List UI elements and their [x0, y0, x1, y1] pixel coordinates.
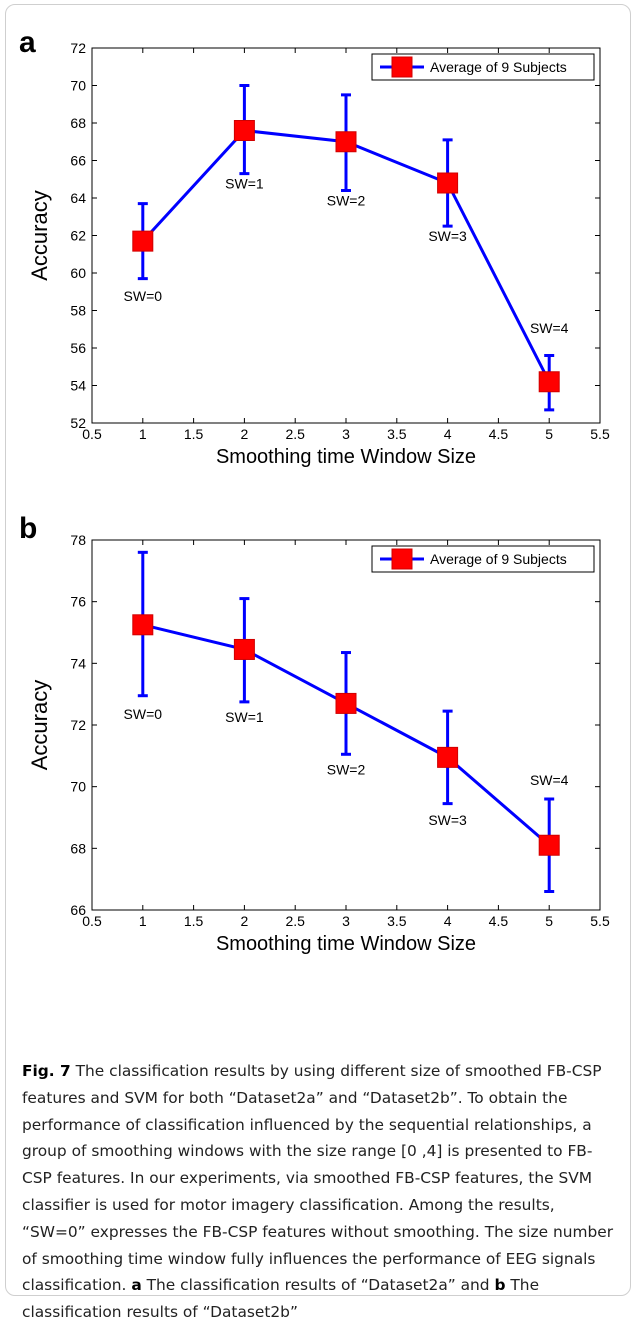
chart-b-ytick-label: 66 — [70, 902, 86, 918]
caption-text-1: The classification results by using diff… — [22, 1062, 614, 1295]
chart-b-xtick-label: 5 — [545, 913, 553, 929]
chart-a-ytick-label: 56 — [70, 340, 86, 356]
chart-b-data-point — [132, 614, 154, 636]
chart-b-xtick-label: 3.5 — [387, 913, 407, 929]
chart-b-point-label: SW=4 — [530, 772, 569, 788]
chart-a-xtick-label: 3 — [342, 426, 350, 442]
chart-a-ytick-label: 64 — [70, 190, 86, 206]
chart-a-point-label: SW=0 — [124, 288, 163, 304]
chart-a-xtick-label: 2.5 — [285, 426, 305, 442]
chart-b-xtick-label: 0.5 — [82, 913, 102, 929]
chart-b-xtick-label: 1.5 — [184, 913, 204, 929]
chart-a-data-point — [437, 172, 459, 194]
chart-a-ytick-label: 72 — [70, 40, 86, 56]
chart-a-data-point — [538, 371, 560, 393]
chart-a-ytick-label: 70 — [70, 78, 86, 94]
chart-a-legend-label: Average of 9 Subjects — [430, 59, 567, 75]
chart-a-ytick-label: 62 — [70, 228, 86, 244]
figure-frame — [5, 4, 631, 1296]
chart-a-ytick-label: 58 — [70, 303, 86, 319]
chart-b-data-point — [437, 746, 459, 768]
chart-b-legend-marker — [391, 548, 413, 570]
chart-a-xtick-label: 1.5 — [184, 426, 204, 442]
chart-b: 0.5 1 1.5 2 2.5 3 3.5 4 4.5 5 5.5 66 68 70 72 74 76 78 Smo… — [27, 532, 610, 955]
chart-a-yaxis-title: Accuracy — [27, 190, 52, 280]
chart-a-ytick-label: 66 — [70, 153, 86, 169]
chart-b-xtick-label: 4.5 — [489, 913, 509, 929]
chart-b-data-point — [538, 834, 560, 856]
chart-a-xtick-label: 0.5 — [82, 426, 102, 442]
chart-a-xtick-label: 1 — [139, 426, 147, 442]
chart-a-xtick-label: 5.5 — [590, 426, 610, 442]
chart-b-ytick-label: 72 — [70, 717, 86, 733]
chart-b-xtick-label: 1 — [139, 913, 147, 929]
caption-fig-label: Fig. 7 — [22, 1062, 71, 1080]
chart-b-xaxis-title: Smoothing time Window Size — [216, 933, 476, 955]
chart-b-data-point — [233, 638, 255, 660]
chart-b-point-label: SW=2 — [327, 761, 366, 777]
chart-a-data-point — [335, 131, 357, 153]
chart-b-yaxis-title: Accuracy — [27, 680, 52, 770]
chart-a-point-label: SW=3 — [428, 228, 467, 244]
chart-a-legend-marker — [391, 56, 413, 78]
chart-a-xtick-label: 2 — [241, 426, 249, 442]
panel-letter-a: a — [19, 26, 36, 59]
chart-b-legend-label: Average of 9 Subjects — [430, 551, 567, 567]
chart-a-ytick-label: 54 — [70, 378, 86, 394]
chart-a-data-point — [132, 230, 154, 252]
chart-b-xtick-label: 2.5 — [285, 913, 305, 929]
chart-b-xtick-label: 3 — [342, 913, 350, 929]
chart-b-ytick-label: 70 — [70, 779, 86, 795]
chart-b-point-label: SW=3 — [428, 812, 467, 828]
chart-a-data-point — [233, 120, 255, 141]
chart-b-point-label: SW=0 — [124, 706, 163, 722]
chart-b-point-label: SW=1 — [225, 709, 264, 725]
caption-label-b: b — [494, 1276, 506, 1295]
chart-a-xtick-label: 4.5 — [489, 426, 509, 442]
chart-a-xtick-label: 5 — [545, 426, 553, 442]
chart-a: 0.5 1 1.5 2 2.5 3 3.5 4 4.5 5 5.5 52 54 56 58 60 62 64 66 6… — [27, 40, 610, 468]
chart-a-point-label: SW=4 — [530, 320, 569, 336]
chart-b-ytick-label: 78 — [70, 532, 86, 548]
chart-b-xtick-label: 4 — [444, 913, 452, 929]
figure-caption: Fig. 7 The classification results by usi… — [22, 1058, 618, 1326]
chart-a-xtick-label: 4 — [444, 426, 452, 442]
chart-a-xaxis-title: Smoothing time Window Size — [216, 446, 476, 468]
caption-label-a: a — [131, 1276, 142, 1295]
chart-b-ytick-label: 76 — [70, 594, 86, 610]
chart-a-ytick-label: 60 — [70, 265, 86, 281]
chart-a-xtick-label: 3.5 — [387, 426, 407, 442]
chart-a-ytick-label: 52 — [70, 415, 86, 431]
chart-a-ytick-label: 68 — [70, 115, 86, 131]
chart-b-data-point — [335, 692, 357, 714]
chart-a-point-label: SW=1 — [225, 176, 264, 192]
caption-text-2: The classification results of “Dataset2a… — [141, 1276, 495, 1295]
panel-letter-b: b — [19, 512, 38, 545]
chart-b-xtick-label: 5.5 — [590, 913, 610, 929]
chart-b-ytick-label: 68 — [70, 840, 86, 856]
chart-b-xtick-label: 2 — [241, 913, 249, 929]
chart-a-point-label: SW=2 — [327, 193, 366, 209]
chart-b-ytick-label: 74 — [70, 655, 86, 671]
